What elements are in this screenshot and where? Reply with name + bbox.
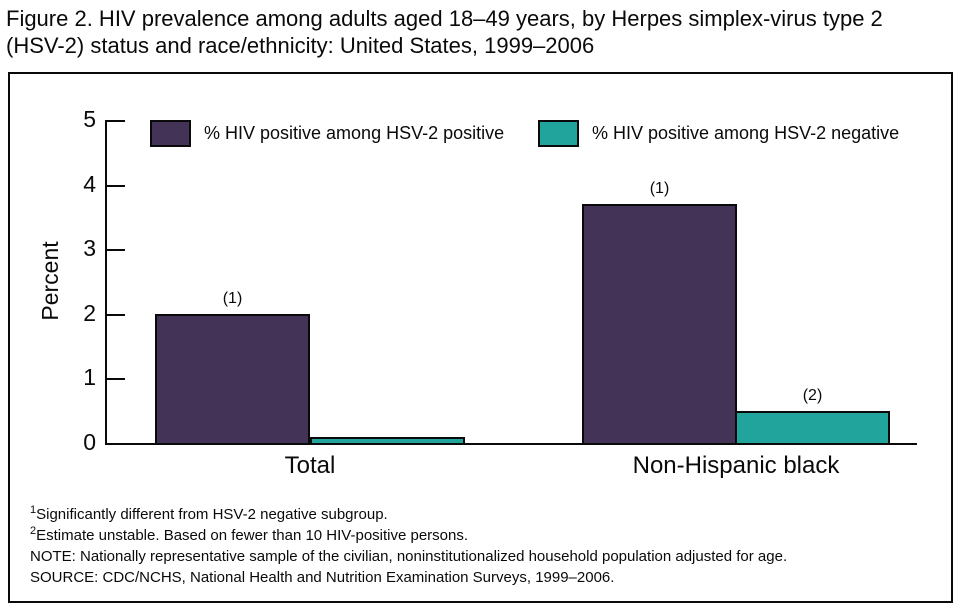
- y-tick-label: 3: [83, 235, 96, 261]
- significance-marker: (2): [802, 387, 823, 404]
- footnotes: 1Significantly different from HSV-2 nega…: [30, 504, 787, 588]
- legend-swatch-hsv2-positive-icon: [150, 119, 191, 147]
- bar-total-hsv2-positive: [155, 314, 310, 443]
- footnote-text: Estimate unstable. Based on fewer than 1…: [36, 527, 469, 544]
- bar-nonhispanic-black-hsv2-negative: [735, 411, 890, 443]
- legend-label-hsv2-positive: % HIV positive among HSV-2 positive: [204, 122, 505, 143]
- category-label-total: Total: [284, 452, 336, 479]
- y-tick-label: 4: [83, 171, 96, 197]
- y-axis-line: [105, 120, 107, 445]
- bar-nonhispanic-black-hsv2-positive: [582, 204, 737, 443]
- footnote-sup: 2: [30, 525, 37, 537]
- footnote-2: 2Estimate unstable. Based on fewer than …: [30, 525, 787, 546]
- y-tick-mark: [107, 249, 125, 251]
- y-tick-label: 0: [83, 429, 96, 455]
- legend-item-hsv2-negative: % HIV positive among HSV-2 negative: [538, 118, 899, 148]
- y-tick-mark: [107, 120, 125, 122]
- footnote-text: Significantly different from HSV-2 negat…: [36, 506, 388, 523]
- footnote-source: SOURCE: CDC/NCHS, National Health and Nu…: [30, 567, 787, 588]
- y-tick-label: 2: [83, 300, 96, 326]
- x-axis-line: [105, 443, 917, 445]
- legend-label-hsv2-negative: % HIV positive among HSV-2 negative: [592, 122, 900, 143]
- legend-swatch-hsv2-negative-icon: [538, 119, 579, 147]
- category-label-nonhispanic-black: Non-Hispanic black: [632, 452, 840, 479]
- y-tick-mark: [107, 378, 125, 380]
- figure-title: Figure 2. HIV prevalence among adults ag…: [6, 6, 883, 58]
- y-axis-title: Percent: [37, 241, 63, 321]
- footnote-text: SOURCE: CDC/NCHS, National Health and Nu…: [30, 569, 615, 586]
- y-tick-label: 1: [83, 364, 96, 390]
- significance-marker: (1): [649, 180, 670, 197]
- significance-marker: (1): [222, 290, 243, 307]
- footnote-sup: 1: [30, 504, 37, 516]
- bar-total-hsv2-negative: [310, 437, 465, 443]
- footnote-text: NOTE: Nationally representative sample o…: [30, 548, 788, 565]
- y-tick-label: 5: [83, 106, 96, 132]
- plot-area: (1) (1) (2): [105, 120, 917, 443]
- footnote-1: 1Significantly different from HSV-2 nega…: [30, 504, 787, 525]
- y-tick-mark: [107, 314, 125, 316]
- chart-frame: % HIV positive among HSV-2 positive % HI…: [8, 72, 953, 603]
- footnote-note: NOTE: Nationally representative sample o…: [30, 546, 787, 567]
- y-tick-mark: [107, 185, 125, 187]
- legend-item-hsv2-positive: % HIV positive among HSV-2 positive: [150, 118, 504, 148]
